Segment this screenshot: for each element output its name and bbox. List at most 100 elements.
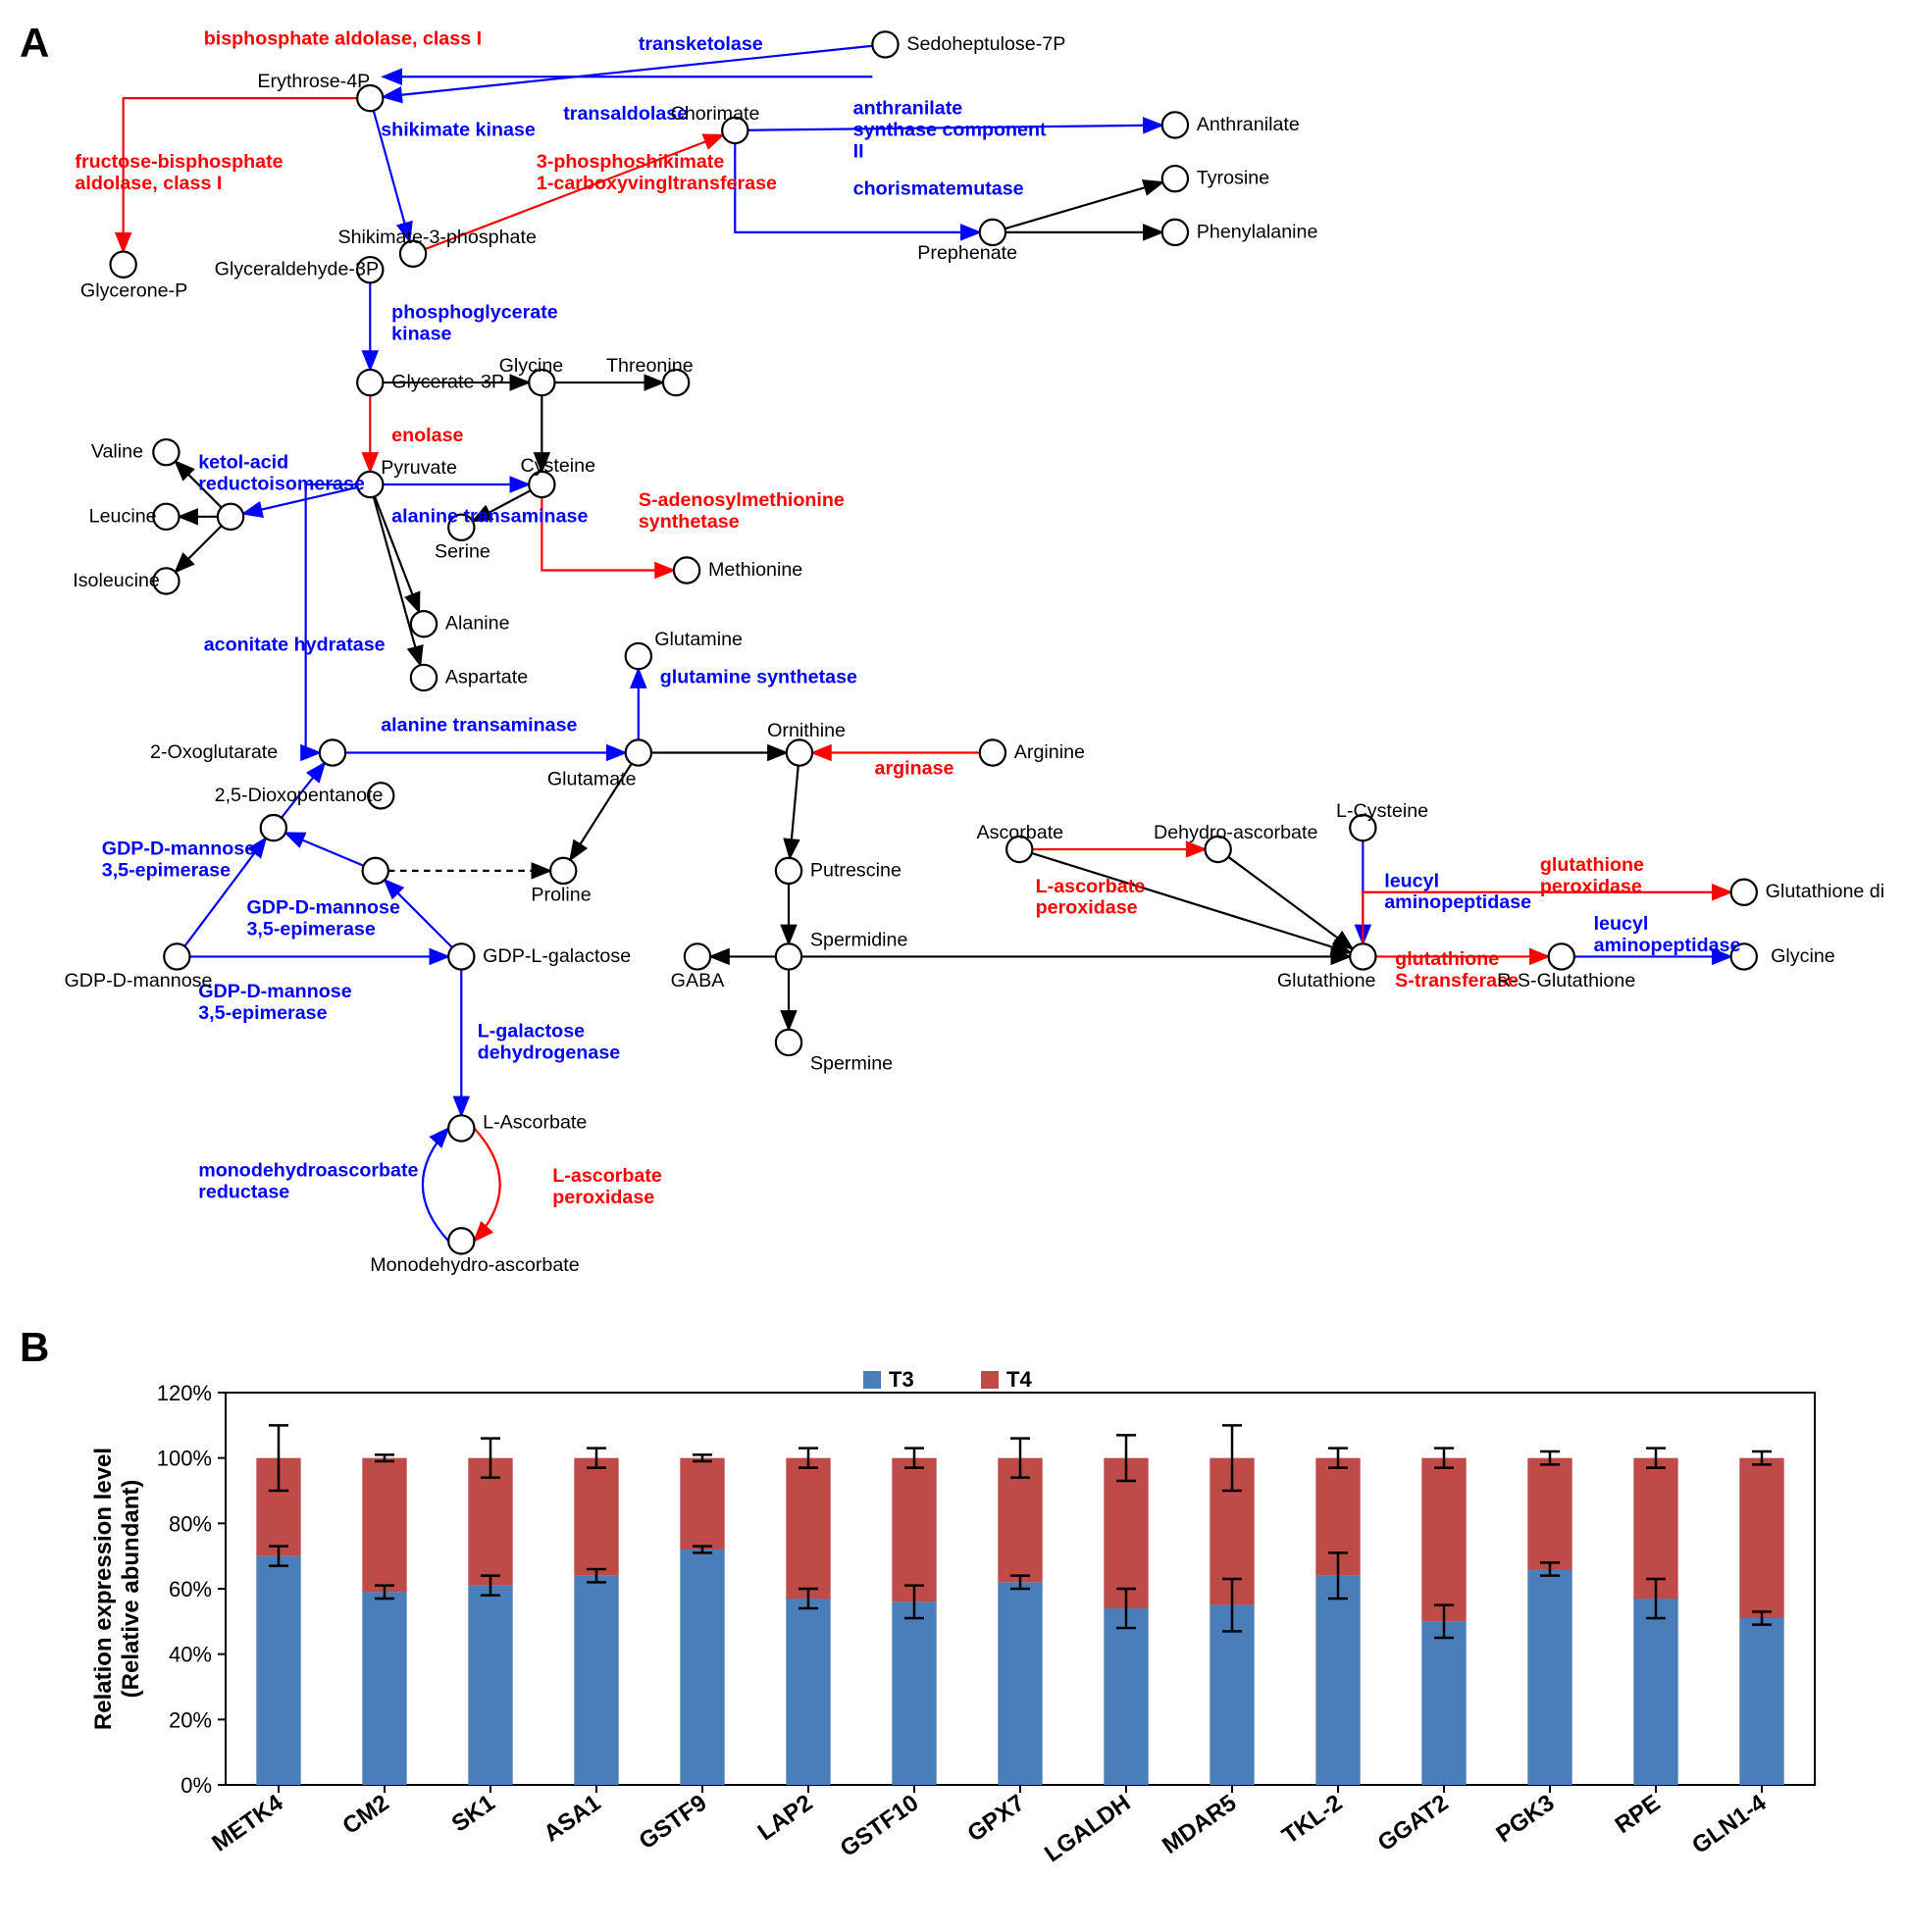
gene-label: TKL-2 — [1277, 1790, 1347, 1850]
gene-label: ASA1 — [540, 1790, 606, 1848]
bar-t4 — [1739, 1458, 1783, 1618]
metabolite-label: Anthranilate — [1197, 114, 1300, 135]
legend-label: T4 — [1006, 1367, 1032, 1392]
bar-t4 — [1421, 1458, 1466, 1622]
svg-text:transketolase: transketolase — [639, 33, 763, 55]
metabolite-label: Dehydro-ascorbate — [1154, 822, 1317, 843]
metabolite-label: Spermidine — [810, 929, 908, 950]
y-tick-label: 20% — [169, 1707, 212, 1732]
metabolite-node — [448, 943, 474, 969]
metabolite-label: Ascorbate — [976, 822, 1063, 843]
svg-text:reductase: reductase — [198, 1182, 289, 1203]
metabolite-label: Aspartate — [445, 666, 528, 687]
bar-t3 — [680, 1550, 724, 1785]
bar-t3 — [468, 1586, 512, 1785]
metabolite-label: L-Cysteine — [1336, 800, 1428, 822]
metabolite-label: Sedoheptulose-7P — [906, 33, 1065, 55]
bar-t3 — [1739, 1618, 1783, 1785]
metabolite-node — [980, 739, 1005, 765]
metabolite-node — [1731, 880, 1757, 905]
gene-label: LAP2 — [753, 1790, 818, 1846]
metabolite-node — [1162, 112, 1188, 137]
metabolite-node — [685, 943, 710, 969]
metabolite-label: Monodehydro-ascorbate — [370, 1254, 579, 1276]
bar-t3 — [362, 1592, 406, 1785]
svg-text:peroxidase: peroxidase — [1540, 876, 1642, 897]
svg-text:GDP-D-mannose: GDP-D-mannose — [198, 981, 351, 1002]
gene-label: GPX7 — [963, 1790, 1030, 1848]
metabolite-label: Erythrose-4P — [257, 71, 370, 92]
svg-text:chorismatemutase: chorismatemutase — [853, 178, 1024, 200]
svg-text:synthase component: synthase component — [853, 119, 1047, 140]
bar-t4 — [1633, 1458, 1677, 1599]
y-tick-label: 0% — [180, 1773, 212, 1798]
gene-label: GLN1-4 — [1687, 1789, 1772, 1858]
gene-label: SK1 — [447, 1790, 500, 1838]
gene-label: RPE — [1611, 1790, 1666, 1839]
metabolite-node — [363, 858, 388, 884]
metabolite-node — [787, 739, 812, 765]
gene-label: METK4 — [207, 1789, 288, 1856]
metabolite-node — [218, 504, 243, 530]
svg-text:1-carboxyvingltransferase: 1-carboxyvingltransferase — [537, 173, 777, 194]
bar-t4 — [362, 1458, 406, 1593]
metabolite-label: Valine — [91, 441, 143, 463]
svg-text:GDP-D-mannose: GDP-D-mannose — [102, 838, 255, 859]
gene-label: PGK3 — [1491, 1790, 1559, 1849]
metabolite-node — [626, 739, 651, 765]
metabolite-node — [153, 504, 179, 530]
y-tick-label: 100% — [157, 1447, 212, 1471]
svg-text:GDP-D-mannose: GDP-D-mannose — [246, 897, 399, 919]
svg-text:bisphosphate aldolase, class I: bisphosphate aldolase, class I — [204, 27, 482, 49]
gene-label: GSTF9 — [635, 1790, 712, 1855]
bar-t3 — [1527, 1569, 1571, 1785]
metabolite-node — [626, 643, 651, 669]
bar-t3 — [574, 1576, 618, 1785]
bar-t4 — [680, 1458, 724, 1550]
metabolite-label: Glutamine — [654, 629, 743, 650]
metabolite-label: GDP-D-mannose — [64, 970, 212, 991]
bar-t3 — [1104, 1608, 1148, 1785]
svg-text:3-phosphoshikimate: 3-phosphoshikimate — [537, 151, 724, 173]
metabolite-node — [411, 611, 437, 636]
metabolite-label: Glutathione disulfide — [1766, 881, 1883, 902]
svg-text:aminopeptidase: aminopeptidase — [1384, 891, 1531, 913]
metabolite-label: Glycine — [499, 355, 564, 377]
svg-text:II: II — [853, 140, 864, 162]
metabolite-label: Shikimate-3-phosphate — [337, 227, 537, 248]
metabolite-label: Glutathione — [1277, 970, 1376, 991]
bar-t3 — [786, 1599, 830, 1785]
svg-text:kinase: kinase — [391, 323, 451, 344]
metabolite-label: Cysteine — [520, 455, 595, 477]
metabolite-node — [153, 439, 179, 465]
metabolite-label: Alanine — [445, 613, 510, 635]
metabolite-label: Chorimate — [671, 103, 760, 125]
svg-text:monodehydroascorbate: monodehydroascorbate — [198, 1160, 418, 1182]
legend-swatch — [863, 1371, 881, 1389]
metabolite-node — [980, 220, 1005, 245]
svg-text:dehydrogenase: dehydrogenase — [478, 1042, 621, 1063]
metabolite-node — [261, 815, 286, 840]
expression-bar-chart: 0%20%40%60%80%100%120%Relation expressio… — [78, 1353, 1844, 1912]
metabolite-label: Isoleucine — [73, 570, 160, 591]
metabolite-label: Tyrosine — [1197, 168, 1269, 189]
metabolite-label: Glycerate-3P — [391, 372, 504, 393]
svg-text:peroxidase: peroxidase — [1036, 897, 1138, 919]
svg-text:aminopeptidase: aminopeptidase — [1594, 935, 1741, 956]
gene-label: GSTF10 — [836, 1790, 924, 1862]
svg-text:peroxidase: peroxidase — [552, 1187, 654, 1208]
svg-text:glutathione: glutathione — [1540, 854, 1644, 876]
svg-text:aldolase, class I: aldolase, class I — [75, 173, 222, 194]
metabolite-node — [776, 1030, 801, 1055]
svg-text:L-ascorbate: L-ascorbate — [552, 1165, 662, 1187]
svg-text:leucyl: leucyl — [1384, 870, 1439, 891]
metabolite-node — [1350, 943, 1375, 969]
svg-text:enolase: enolase — [391, 425, 463, 446]
bar-t3 — [256, 1556, 300, 1785]
metabolite-label: Pyruvate — [381, 457, 457, 479]
y-tick-label: 80% — [169, 1511, 212, 1536]
legend-label: T3 — [889, 1367, 914, 1392]
svg-text:leucyl: leucyl — [1594, 913, 1649, 935]
legend-swatch — [981, 1371, 999, 1389]
panel-b: B 0%20%40%60%80%100%120%Relation express… — [20, 1324, 1886, 1912]
